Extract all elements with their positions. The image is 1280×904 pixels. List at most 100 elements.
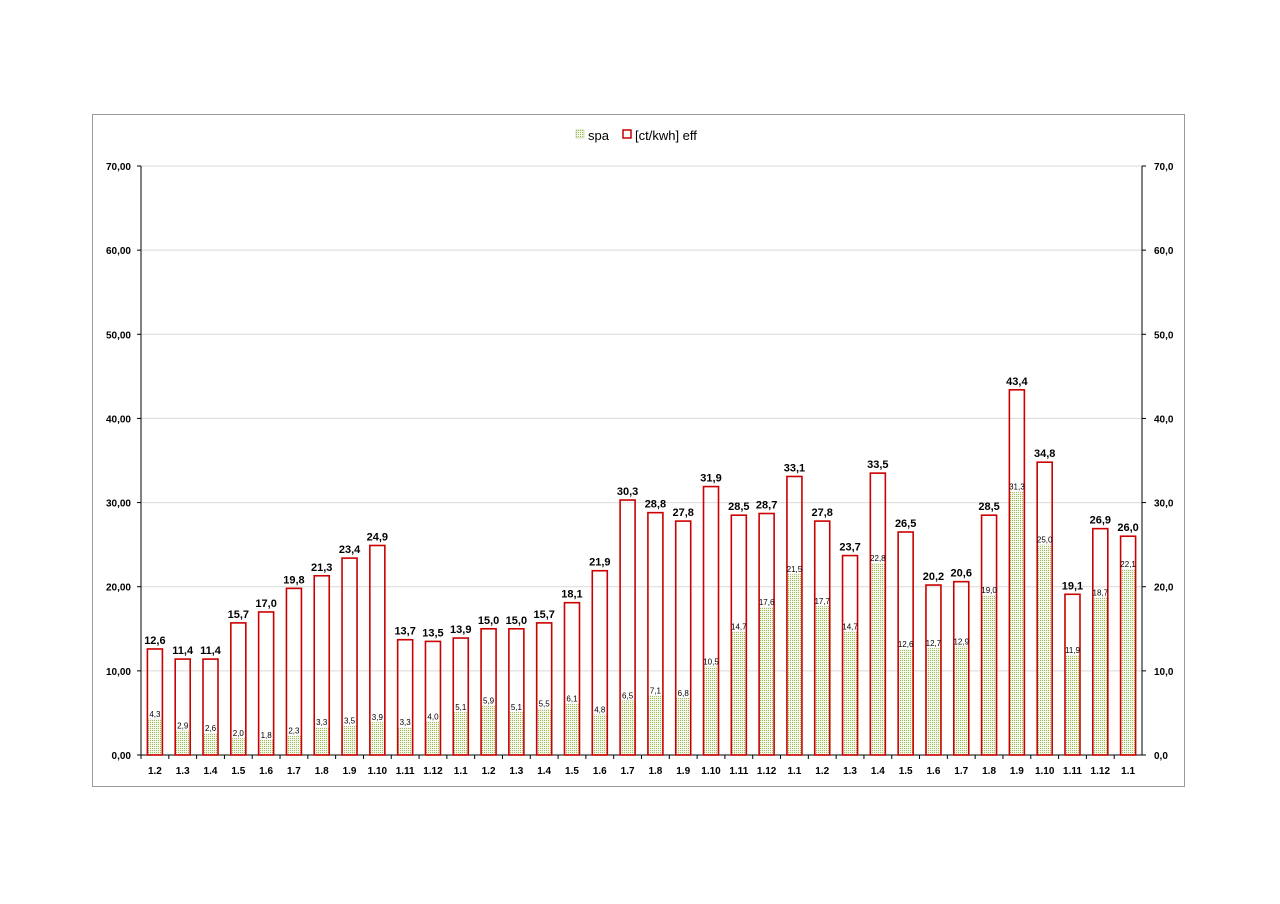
x-tick-label: 1.11: [1063, 766, 1082, 777]
bar-eff: [535, 622, 553, 756]
y-right-tick-label: 70,0: [1154, 162, 1174, 173]
bar-spa: [1092, 597, 1108, 755]
bar-eff: [285, 587, 303, 756]
data-label-eff: 11,4: [200, 645, 222, 657]
x-tick-label: 1.4: [537, 766, 551, 777]
bar-spa: [147, 718, 163, 755]
bar-spa: [592, 714, 608, 755]
x-tick-label: 1.12: [1091, 766, 1111, 777]
bar-eff: [1091, 527, 1109, 756]
bar-eff: [174, 658, 192, 756]
data-label-eff: 31,9: [700, 473, 721, 485]
bar-spa: [953, 646, 969, 755]
data-label-eff: 13,7: [394, 626, 415, 638]
x-tick-label: 1.7: [954, 766, 968, 777]
x-tick-label: 1.8: [982, 766, 996, 777]
data-label-eff: 33,5: [867, 459, 888, 471]
y-left-tick-label: 10,00: [106, 667, 131, 678]
bar-spa: [675, 697, 691, 755]
bar-eff: [1036, 461, 1053, 756]
y-left-tick-label: 20,00: [106, 583, 131, 594]
data-label-eff: 20,6: [951, 568, 972, 580]
bar-eff: [396, 638, 414, 756]
data-label-spa: 11,9: [1065, 646, 1081, 655]
data-label-spa: 12,9: [953, 637, 969, 646]
x-tick-label: 1.7: [287, 766, 301, 777]
x-tick-label: 1.4: [204, 766, 218, 777]
bar-eff: [813, 520, 831, 756]
bar-spa: [898, 648, 914, 755]
x-tick-label: 1.2: [482, 766, 496, 777]
x-tick-label: 1.10: [1035, 766, 1055, 777]
x-tick-label: 1.6: [593, 766, 607, 777]
legend-swatch-eff: [622, 129, 632, 139]
bar-eff: [619, 499, 636, 756]
bar-spa: [175, 730, 191, 755]
bar-eff: [980, 514, 998, 756]
bar-spa: [564, 703, 580, 755]
legend-label-eff: [ct/kwh] eff: [635, 128, 697, 143]
data-label-eff: 15,7: [533, 609, 554, 621]
x-tick-label: 1.9: [343, 766, 357, 777]
bar-spa: [342, 725, 358, 755]
data-label-eff: 28,7: [756, 500, 777, 512]
data-label-eff: 12,6: [144, 635, 165, 647]
x-tick-label: 1.4: [871, 766, 885, 777]
bar-spa: [453, 712, 469, 755]
data-label-spa: 7,1: [650, 686, 662, 695]
legend: spa [ct/kwh] eff: [575, 128, 697, 143]
data-label-eff: 27,8: [812, 507, 833, 519]
data-label-spa: 3,3: [316, 718, 328, 727]
data-label-eff: 26,0: [1117, 522, 1138, 534]
bar-spa: [1064, 654, 1080, 755]
data-label-spa: 6,8: [678, 689, 690, 698]
data-label-eff: 20,2: [923, 571, 944, 583]
bar-eff: [341, 557, 358, 756]
x-tick-label: 1.10: [368, 766, 388, 777]
data-label-eff: 34,8: [1034, 448, 1055, 460]
data-label-eff: 11,4: [172, 645, 194, 657]
data-label-spa: 3,5: [344, 717, 356, 726]
x-tick-label: 1.2: [148, 766, 162, 777]
data-label-eff: 28,5: [728, 501, 749, 513]
data-label-eff: 13,9: [450, 624, 471, 636]
data-label-spa: 3,9: [372, 713, 384, 722]
bar-eff: [452, 637, 470, 756]
y-right-tick-label: 60,0: [1154, 246, 1174, 257]
y-right-tick-label: 20,0: [1154, 583, 1174, 594]
data-label-eff: 28,8: [645, 499, 666, 511]
bar-spa: [814, 606, 830, 755]
bar-eff: [702, 485, 720, 756]
data-label-spa: 22,8: [870, 554, 886, 563]
data-label-spa: 1,8: [261, 731, 273, 740]
x-tick-label: 1.3: [843, 766, 857, 777]
bar-eff: [563, 601, 581, 756]
bar-spa: [786, 574, 802, 755]
y-right-tick-label: 30,0: [1154, 499, 1174, 510]
data-label-eff: 21,3: [311, 562, 332, 574]
bar-eff: [897, 531, 914, 756]
data-label-spa: 2,0: [233, 729, 245, 738]
data-label-spa: 4,3: [149, 710, 161, 719]
y-right-tick-label: 10,0: [1154, 667, 1174, 678]
x-tick-label: 1.6: [927, 766, 941, 777]
bar-spa: [842, 631, 858, 755]
bar-spa: [397, 727, 413, 755]
data-label-spa: 22,1: [1120, 560, 1136, 569]
bar-eff: [369, 544, 386, 756]
x-tick-label: 1.6: [259, 766, 273, 777]
bar-spa: [759, 606, 775, 755]
bar-spa: [425, 721, 441, 755]
data-label-spa: 14,7: [842, 622, 858, 631]
bar-eff: [1119, 535, 1137, 756]
x-tick-label: 1.1: [454, 766, 468, 777]
x-tick-label: 1.5: [565, 766, 579, 777]
data-label-spa: 5,1: [455, 703, 467, 712]
bar-eff: [591, 569, 609, 756]
bar-spa: [314, 727, 330, 755]
x-tick-label: 1.8: [648, 766, 662, 777]
x-tick-label: 1.1: [1121, 766, 1135, 777]
bar-eff: [674, 520, 692, 756]
data-label-spa: 21,5: [787, 565, 803, 574]
